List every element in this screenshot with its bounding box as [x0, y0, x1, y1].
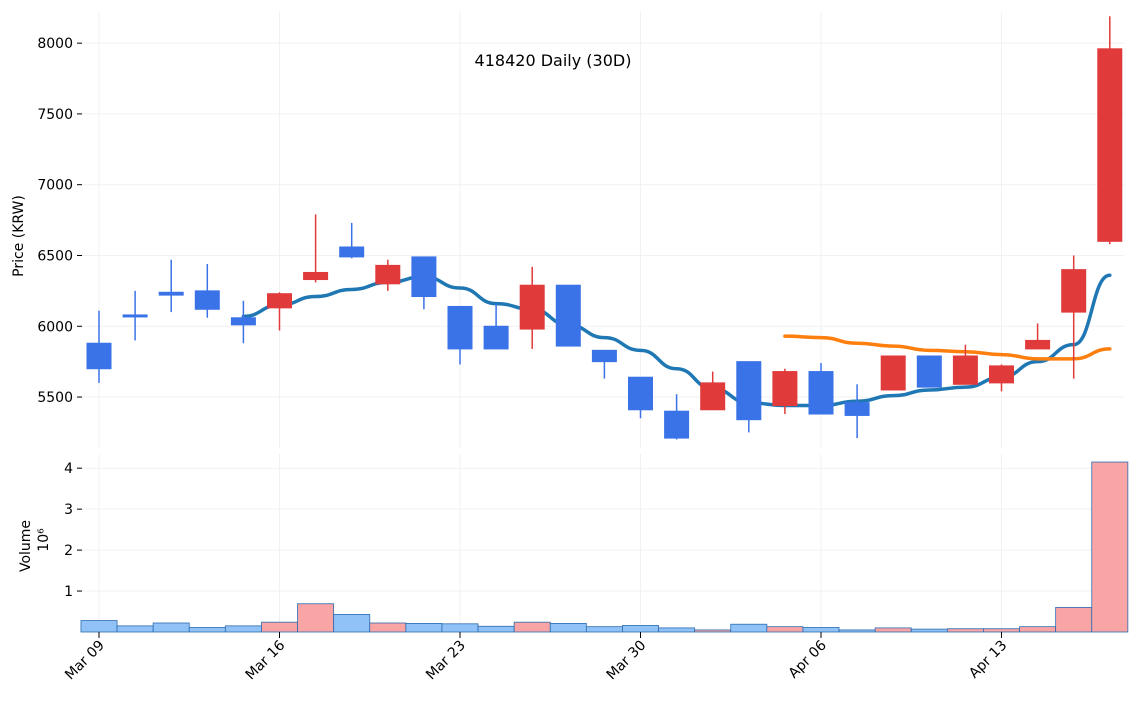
candle-body [411, 256, 437, 298]
candle-body [700, 382, 726, 411]
x-tick-label: Mar 30 [604, 638, 650, 684]
candle-body [880, 355, 906, 391]
x-tick-label: Apr 13 [966, 638, 1010, 682]
candle-body [483, 325, 509, 350]
volume-bar [297, 603, 335, 633]
candle-body [158, 291, 184, 296]
candle-body [591, 349, 617, 363]
candle-body [519, 284, 545, 330]
ma-short-line [241, 273, 1112, 408]
volume-bar [116, 625, 154, 633]
candle-body [194, 290, 220, 310]
volume-bar [80, 620, 118, 633]
chart-title: 418420 Daily (30D) [475, 51, 632, 70]
volume-bar [369, 622, 407, 633]
volume-bar [802, 627, 840, 633]
volume-bar [224, 625, 262, 633]
volume-bar [983, 628, 1020, 633]
candle-body [628, 376, 653, 411]
candle-body [736, 361, 762, 421]
candle-body [555, 284, 581, 347]
volume-exponent-label: 10⁶ [36, 528, 52, 552]
candle-body [989, 365, 1014, 384]
volume-bar [910, 628, 948, 633]
candle-body [844, 402, 870, 416]
price-tick-label: 5500 [37, 390, 73, 406]
candle-body [230, 317, 256, 326]
volume-bar [585, 626, 623, 633]
volume-bar [874, 627, 912, 633]
candle-body [916, 355, 942, 388]
candle-body [303, 271, 329, 281]
volume-bar [441, 623, 479, 633]
price-tick-label: 7500 [37, 107, 73, 123]
candle-body [1097, 48, 1123, 242]
volume-bar [261, 621, 298, 633]
grid-lines [82, 12, 1124, 632]
volume-bar [1055, 607, 1093, 633]
moving-average-lines [241, 273, 1112, 408]
price-tick-label: 6500 [37, 248, 73, 264]
volume-bar [1019, 626, 1057, 633]
volume-bar [946, 628, 984, 633]
volume-bar [730, 623, 768, 633]
candle-body [267, 293, 292, 309]
volume-tick-label: 3 [64, 502, 73, 518]
volume-tick-label: 4 [64, 461, 73, 477]
price-tick-label: 8000 [37, 36, 73, 52]
volume-tick-label: 1 [64, 584, 73, 600]
volume-bars [80, 461, 1129, 633]
candle-body [122, 314, 148, 318]
volume-bar [333, 613, 371, 633]
x-tick-label: Mar 23 [423, 638, 469, 684]
candle-body [1025, 339, 1051, 350]
volume-bar [405, 623, 443, 633]
price-tick-label: 6000 [37, 319, 73, 335]
candle-body [1061, 269, 1087, 313]
volume-bar [838, 629, 876, 633]
price-axis-title: Price (KRW) [11, 195, 27, 277]
volume-bar [694, 629, 732, 633]
candle-body [375, 264, 401, 285]
volume-bar [766, 626, 804, 633]
volume-bar [513, 621, 551, 633]
volume-bar [477, 625, 515, 633]
candle-body [339, 246, 365, 258]
price-tick-label: 7000 [37, 178, 73, 194]
volume-bar [1091, 461, 1129, 633]
candle-body [952, 355, 978, 385]
candle-body [772, 371, 798, 407]
candle-body [808, 371, 834, 415]
x-tick-label: Mar 16 [243, 637, 289, 683]
axes: 5500 6000 6500 7000 7500 8000 1 2 3 4 Mar 09 Mar 16… [37, 36, 1010, 683]
volume-bar [152, 622, 190, 633]
candle-body [664, 410, 690, 439]
candlesticks [86, 16, 1123, 440]
volume-bar [549, 623, 587, 633]
volume-axis-title: Volume [18, 520, 34, 572]
candle-body [447, 305, 473, 350]
volume-bar [658, 627, 696, 633]
volume-bar [188, 627, 226, 633]
volume-bar [622, 625, 659, 633]
volume-tick-label: 2 [64, 543, 73, 559]
ma-long-line [783, 334, 1112, 361]
x-tick-label: Apr 06 [786, 637, 830, 681]
candle-body [86, 342, 112, 370]
x-tick-label: Mar 09 [62, 638, 108, 684]
